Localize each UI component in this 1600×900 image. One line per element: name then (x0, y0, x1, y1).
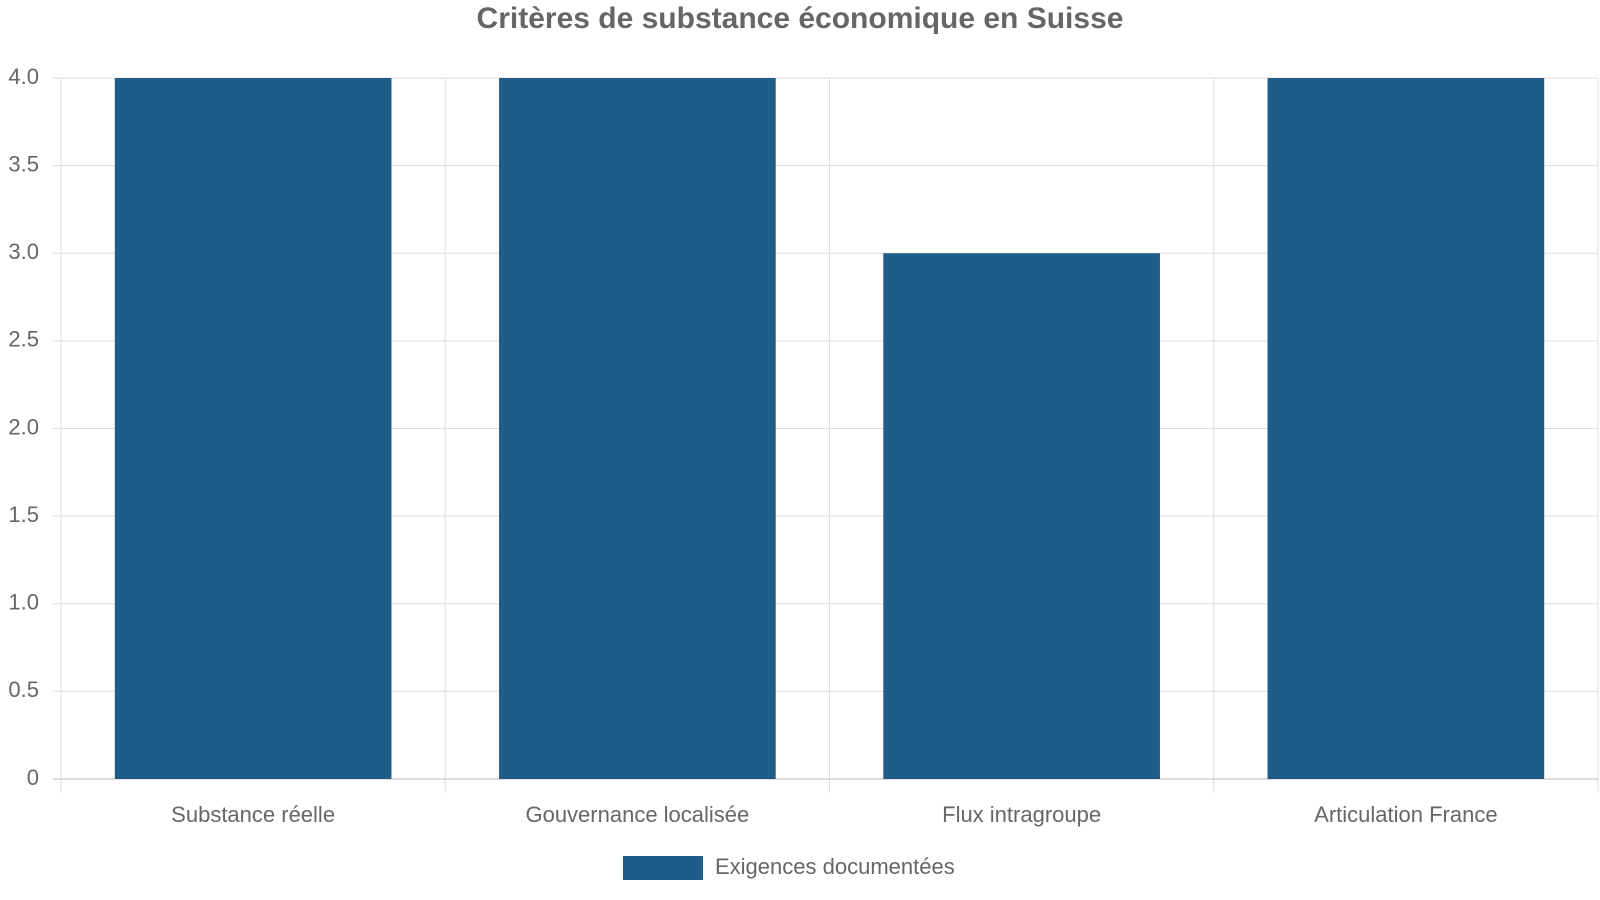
bar (883, 253, 1160, 779)
legend-swatch (623, 856, 703, 880)
legend-label: Exigences documentées (715, 854, 955, 879)
x-tick-label: Articulation France (1314, 802, 1497, 827)
bar (1267, 78, 1545, 779)
y-tick-label: 1.5 (8, 502, 39, 527)
y-tick-label: 3.5 (8, 151, 39, 176)
y-tick-label: 0.5 (8, 677, 39, 702)
y-tick-label: 2.0 (8, 414, 39, 439)
y-tick-label: 3.0 (8, 239, 39, 264)
y-tick-label: 0 (27, 765, 39, 790)
y-tick-label: 2.5 (8, 327, 39, 352)
bar (114, 78, 392, 779)
x-tick-label: Gouvernance localisée (525, 802, 749, 827)
x-tick-label: Flux intragroupe (942, 802, 1101, 827)
y-tick-label: 4.0 (8, 64, 39, 89)
y-tick-label: 1.0 (8, 590, 39, 615)
chart-title: Critères de substance économique en Suis… (477, 2, 1124, 35)
bar (499, 78, 776, 779)
x-tick-label: Substance réelle (171, 802, 335, 827)
